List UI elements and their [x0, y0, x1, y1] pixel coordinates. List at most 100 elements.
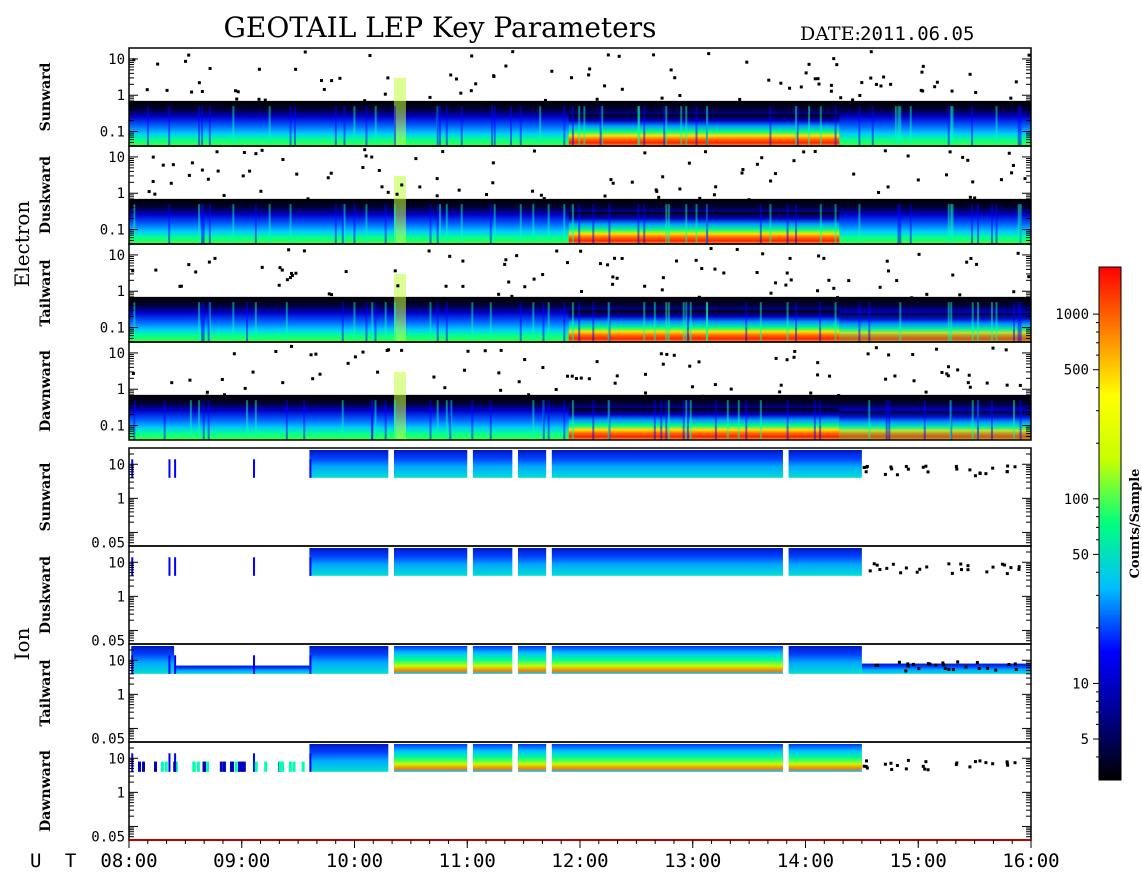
noise-dot	[788, 86, 792, 90]
direction-label: Dawnward	[38, 350, 54, 432]
spectrogram-streak	[490, 106, 493, 146]
spectrogram-streak	[977, 302, 980, 342]
noise-dot	[672, 353, 676, 357]
spectrogram-streak	[246, 400, 249, 440]
spectrogram-streak	[769, 106, 772, 146]
noise-dot	[875, 563, 879, 567]
y-tick-label: 10	[108, 150, 125, 166]
noise-dot	[991, 466, 995, 470]
spectrogram-streak	[371, 302, 374, 342]
noise-dot	[295, 172, 299, 176]
noise-dot	[387, 348, 391, 352]
spectrogram-streak	[198, 106, 201, 146]
noise-dot	[945, 372, 949, 376]
spectrogram-streak	[343, 106, 346, 146]
spectrogram-streak	[168, 106, 171, 146]
noise-dot	[1005, 470, 1009, 474]
spectrogram-streak	[685, 400, 688, 440]
noise-dot	[969, 257, 973, 261]
spectrogram-streak	[374, 400, 377, 440]
spectrogram-streak	[858, 106, 861, 146]
noise-dot	[704, 150, 708, 154]
noise-dot	[966, 564, 970, 568]
noise-dot	[968, 195, 972, 199]
noise-dot	[235, 97, 239, 101]
noise-dot	[755, 162, 759, 166]
noise-dot	[652, 53, 656, 57]
noise-dot	[813, 149, 817, 153]
noise-dot	[344, 270, 348, 274]
colorbar: 1000 500 100 50 10 5 Counts/Sample	[1055, 266, 1142, 781]
spectrogram-streak	[439, 204, 442, 244]
noise-dot	[248, 169, 252, 173]
spectrogram-streak	[995, 106, 998, 146]
noise-dot	[951, 273, 955, 277]
noise-dot	[893, 374, 897, 378]
noise-dot	[741, 168, 745, 172]
noise-dot	[832, 286, 836, 290]
ion-segment	[393, 646, 468, 674]
noise-dot	[595, 97, 599, 101]
noise-dot	[466, 349, 470, 353]
noise-dot	[817, 82, 821, 86]
ion-segment	[517, 548, 547, 576]
noise-dot	[946, 374, 950, 378]
spectrogram-streak	[667, 302, 670, 342]
spectrogram-streak	[489, 400, 492, 440]
spectrogram-streak	[246, 302, 249, 342]
colorbar-tick-label: 5	[1081, 732, 1089, 748]
noise-dot	[773, 172, 777, 176]
ion-streak	[254, 761, 258, 772]
spectrogram-streak	[202, 400, 205, 440]
noise-dot	[864, 764, 868, 768]
noise-dot	[400, 183, 404, 187]
noise-dot	[580, 290, 584, 294]
spectrogram-streak	[858, 204, 861, 244]
spectrogram-streak	[285, 302, 288, 342]
noise-dot	[368, 54, 372, 58]
noise-dot	[454, 77, 458, 81]
noise-dot	[303, 50, 307, 54]
noise-dot	[302, 249, 306, 253]
noise-dot	[655, 189, 659, 193]
noise-dot	[964, 665, 968, 669]
spectrogram-streak	[951, 204, 954, 244]
noise-dot	[778, 390, 782, 394]
noise-dot	[1006, 464, 1010, 468]
spectrogram-streak	[429, 302, 432, 342]
spectrogram-streak	[1017, 204, 1020, 244]
spectrogram-streak	[146, 106, 149, 146]
noise-dot	[242, 151, 246, 155]
y-tick-label: 0.1	[100, 321, 125, 337]
spectrogram-streak	[133, 204, 136, 244]
noise-dot	[260, 265, 264, 269]
noise-dot	[967, 373, 971, 377]
ion-segment	[551, 744, 783, 772]
spectrogram-streak	[268, 106, 271, 146]
noise-dot	[435, 177, 439, 181]
noise-dot	[869, 50, 873, 54]
colorbar-gradient	[1098, 266, 1122, 781]
ion-segment	[517, 744, 547, 772]
noise-dot	[792, 159, 796, 163]
spectrogram-streak	[643, 302, 646, 342]
spectrogram-streak	[445, 400, 448, 440]
noise-dot	[263, 98, 267, 102]
spectrogram-streak	[665, 106, 668, 146]
noise-dot	[1007, 151, 1011, 155]
noise-dot	[598, 262, 602, 266]
spectrogram-streak	[990, 204, 993, 244]
spectrogram-streak	[1019, 400, 1022, 440]
direction-label: Dawnward	[38, 750, 54, 832]
noise-dot	[991, 565, 995, 569]
noise-dot	[145, 88, 149, 92]
spectrogram-streak	[207, 302, 210, 342]
noise-dot	[200, 168, 204, 172]
noise-dot	[943, 667, 947, 671]
spectrogram-streak	[990, 400, 993, 440]
noise-dot	[443, 386, 447, 390]
y-tick-label: 1	[117, 687, 125, 703]
noise-dot	[948, 150, 952, 154]
noise-dot	[865, 759, 869, 763]
y-tick-label: 0.05	[91, 536, 125, 552]
